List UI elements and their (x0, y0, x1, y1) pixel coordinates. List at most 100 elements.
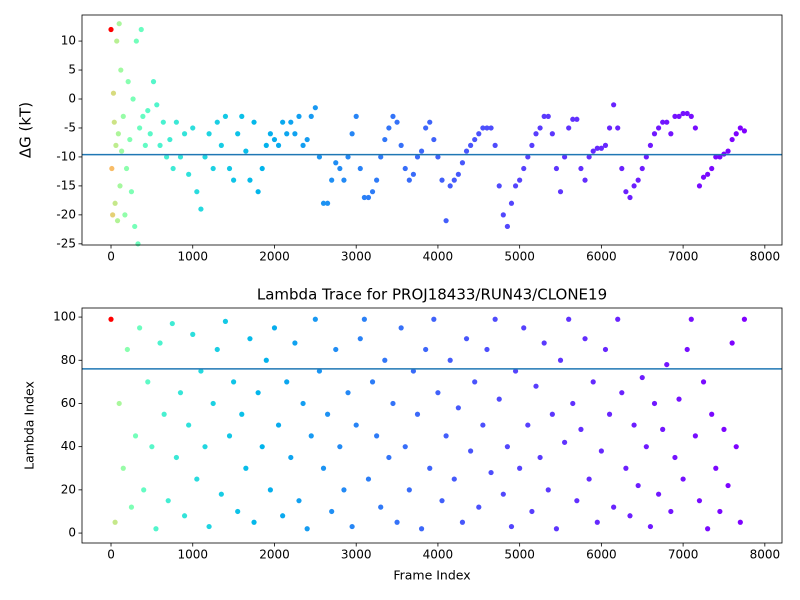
point (423, 346, 429, 353)
point (337, 165, 343, 172)
point (684, 110, 690, 117)
point (128, 504, 135, 510)
x-tick-label: 5000 (504, 548, 535, 562)
point (349, 131, 355, 137)
point (741, 316, 748, 322)
point (132, 223, 138, 230)
point (414, 154, 421, 160)
point (275, 422, 282, 428)
point (615, 125, 621, 131)
point (402, 165, 408, 172)
point (500, 491, 506, 497)
x-axis-label: Frame Index (393, 568, 470, 583)
point (353, 422, 359, 428)
point (173, 454, 179, 461)
point (459, 160, 466, 166)
point (713, 465, 719, 471)
point (374, 177, 380, 183)
point (239, 411, 245, 417)
point (316, 368, 323, 374)
point (574, 498, 580, 504)
point (725, 482, 731, 489)
x-tick-label: 2000 (259, 250, 290, 264)
point (521, 325, 527, 331)
point (619, 390, 625, 396)
point (451, 476, 457, 482)
point (549, 411, 555, 417)
point (226, 165, 233, 172)
x-tick-label: 4000 (423, 250, 454, 264)
point (533, 383, 539, 389)
point (553, 526, 560, 532)
point (713, 154, 719, 160)
point (157, 142, 163, 148)
point (255, 390, 261, 396)
y-tick-label: -10 (56, 149, 76, 163)
point (138, 26, 144, 33)
point (557, 189, 564, 195)
point (435, 154, 441, 160)
point (122, 212, 128, 218)
point (251, 119, 257, 125)
point (692, 125, 698, 131)
point (259, 444, 265, 450)
point (541, 113, 547, 119)
point (210, 400, 216, 407)
point (378, 154, 384, 160)
point (117, 183, 123, 189)
point (181, 513, 188, 519)
point (116, 400, 122, 407)
point (345, 154, 351, 160)
point (631, 422, 637, 428)
point (463, 148, 470, 154)
point (374, 433, 380, 439)
x-tick-label: 2000 (259, 548, 290, 562)
point (247, 336, 253, 342)
point (472, 136, 478, 143)
point (578, 426, 584, 432)
point (308, 113, 314, 119)
point (562, 439, 568, 445)
point (119, 148, 125, 154)
point (140, 113, 146, 119)
point (329, 177, 335, 183)
point (570, 116, 576, 122)
x-tick-label: 7000 (668, 548, 699, 562)
point (390, 400, 396, 407)
point (194, 189, 200, 195)
point (114, 218, 121, 224)
x-tick-label: 3000 (341, 548, 372, 562)
point (647, 523, 654, 530)
point (150, 79, 157, 85)
point (190, 331, 196, 337)
point (177, 154, 184, 160)
point (214, 346, 220, 353)
point (582, 336, 588, 342)
point (431, 316, 437, 322)
point (288, 119, 294, 125)
point (525, 154, 531, 160)
x-tick-label: 8000 (750, 548, 781, 562)
point (361, 194, 367, 201)
point (406, 177, 412, 183)
point (357, 336, 363, 342)
point (267, 131, 273, 137)
point (312, 316, 318, 322)
point (623, 465, 629, 471)
point (345, 390, 351, 396)
point (488, 125, 494, 131)
point (394, 119, 400, 125)
point (165, 498, 171, 504)
point (263, 142, 269, 148)
point (271, 136, 278, 143)
x-tick-label: 6000 (586, 548, 617, 562)
point (639, 165, 645, 172)
point (128, 189, 135, 195)
point (598, 448, 604, 454)
point (120, 465, 126, 471)
point (206, 523, 212, 530)
x-tick-label: 5000 (504, 250, 535, 264)
x-tick-label: 7000 (668, 250, 699, 264)
point (594, 145, 600, 151)
